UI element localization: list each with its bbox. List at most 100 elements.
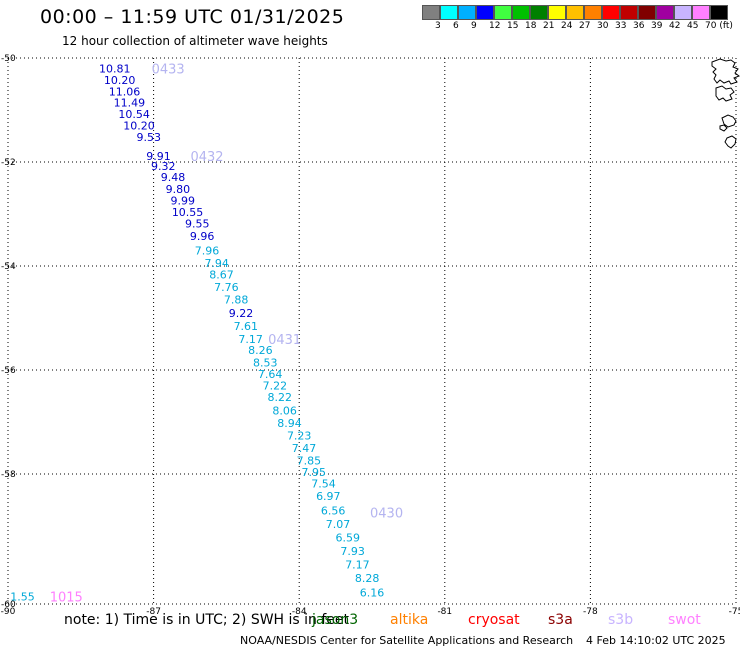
wave-height-point: 7.76 xyxy=(214,281,239,294)
wave-height-point: 7.07 xyxy=(326,518,351,531)
pass-time-label: 0432 xyxy=(190,150,223,165)
wave-height-point: 9.96 xyxy=(190,230,215,243)
coastline-layer xyxy=(711,58,740,149)
wave-height-point: 9.91 xyxy=(146,150,171,163)
color-scale-swatch xyxy=(638,5,656,20)
color-scale-label: 27 xyxy=(579,21,591,31)
wave-height-point: 7.23 xyxy=(287,430,312,443)
x-tick-label: -90 xyxy=(1,607,16,617)
wave-height-point: 8.94 xyxy=(277,417,302,430)
wave-height-point: 6.56 xyxy=(321,504,346,517)
color-scale-swatch xyxy=(620,5,638,20)
color-scale-label: 3 xyxy=(435,21,441,31)
wave-height-point: 10.54 xyxy=(118,108,150,121)
mission-label: s3a xyxy=(548,612,573,628)
wave-height-point: 8.26 xyxy=(248,344,273,357)
wave-height-point: 7.95 xyxy=(302,466,327,479)
wave-height-point: 7.94 xyxy=(204,257,229,270)
wave-height-point: 1.55 xyxy=(10,591,35,604)
x-tick-label: -78 xyxy=(583,607,598,617)
color-scale-swatch xyxy=(692,5,710,20)
color-scale-swatch xyxy=(566,5,584,20)
wave-height-point: 9.53 xyxy=(136,131,161,144)
footer-note: note: 1) Time is in UTC; 2) SWH is in fe… xyxy=(64,612,350,628)
color-scale-swatch xyxy=(512,5,530,20)
color-scale-swatch xyxy=(458,5,476,20)
axis-ticks: -90 -87 -84 -81 -78 -75 -50 -52 -54 -56 -58 -60 xyxy=(1,54,740,617)
wave-height-point: 10.81 xyxy=(99,62,131,75)
coastline-shape xyxy=(711,58,740,149)
mission-label: altika xyxy=(390,612,429,628)
grid-lines xyxy=(7,57,737,605)
color-scale-swatch xyxy=(476,5,494,20)
color-scale-swatch xyxy=(674,5,692,20)
wave-height-point: 9.99 xyxy=(170,194,195,207)
wave-height-point: 9.32 xyxy=(151,160,176,173)
x-tick-label: -87 xyxy=(146,607,161,617)
pass-time-label: 0431 xyxy=(268,333,301,348)
wave-height-point: 6.97 xyxy=(316,490,341,503)
color-scale-label: 21 xyxy=(543,21,555,31)
wave-height-point: 6.16 xyxy=(360,587,385,600)
mission-label: swot xyxy=(668,612,701,628)
y-tick-label: -52 xyxy=(1,158,16,168)
color-scale-label: 45 xyxy=(687,21,699,31)
pass-time-label: 1015 xyxy=(50,591,83,606)
wave-height-point: 7.93 xyxy=(340,545,365,558)
wave-height-point: 8.22 xyxy=(268,391,293,404)
x-tick-label: -84 xyxy=(292,607,307,617)
wave-height-point: 7.17 xyxy=(238,333,263,346)
pass-time-label: 0433 xyxy=(152,62,185,77)
color-scale-swatch xyxy=(440,5,458,20)
wave-height-point: 7.64 xyxy=(258,368,283,381)
color-scale-label: 36 xyxy=(633,21,645,31)
chart-title: 00:00 – 11:59 UTC 01/31/2025 xyxy=(40,6,345,28)
wave-height-point: 10.55 xyxy=(172,206,204,219)
color-scale-swatch xyxy=(656,5,674,20)
x-tick-label: -75 xyxy=(729,607,740,617)
color-scale-label: 9 xyxy=(471,21,477,31)
wave-height-point: 6.59 xyxy=(335,531,360,544)
wave-height-point: 10.20 xyxy=(104,74,136,87)
wave-height-point: 7.22 xyxy=(263,380,288,393)
color-scale-label: 39 xyxy=(651,21,663,31)
mission-label: cryosat xyxy=(468,612,520,628)
wave-height-point: 9.55 xyxy=(185,217,210,230)
data-points: 10.8110.2011.0611.4910.5410.209.539.919.… xyxy=(10,62,384,603)
wave-height-point: 7.54 xyxy=(311,477,336,490)
color-scale-label: 30 xyxy=(597,21,609,31)
wave-height-point: 8.67 xyxy=(209,268,234,281)
y-tick-label: -60 xyxy=(1,600,16,610)
color-scale-label: 12 xyxy=(489,21,501,31)
color-scale-label: 24 xyxy=(561,21,573,31)
color-scale-label: 6 xyxy=(453,21,459,31)
mission-label: jason3 xyxy=(312,612,359,628)
chart-subtitle: 12 hour collection of altimeter wave hei… xyxy=(62,34,328,48)
y-tick-label: -58 xyxy=(1,470,16,480)
wave-height-point: 9.80 xyxy=(166,183,191,196)
wave-height-point: 11.06 xyxy=(109,85,141,98)
color-scale-swatch xyxy=(548,5,566,20)
y-tick-label: -56 xyxy=(1,366,16,376)
wave-height-point: 7.96 xyxy=(195,244,220,257)
wave-height-point: 9.48 xyxy=(161,171,186,184)
wave-height-point: 7.88 xyxy=(224,293,249,306)
wave-height-point: 8.28 xyxy=(355,572,380,585)
y-tick-label: -50 xyxy=(1,54,16,64)
color-scale-legend xyxy=(422,5,728,20)
color-scale-swatch xyxy=(494,5,512,20)
footer-date: 4 Feb 14:10:02 UTC 2025 xyxy=(586,634,726,647)
wave-height-point: 7.17 xyxy=(345,558,370,571)
wave-height-point: 8.53 xyxy=(253,357,278,370)
wave-height-point: 10.20 xyxy=(123,120,155,133)
x-tick-label: -81 xyxy=(437,607,452,617)
color-scale-swatch xyxy=(584,5,602,20)
color-scale-swatch xyxy=(530,5,548,20)
wave-height-point: 8.06 xyxy=(272,405,297,418)
wave-height-point: 11.49 xyxy=(114,97,146,110)
time-labels: 0433 0432 0431 0430 1015 xyxy=(50,62,403,605)
pass-time-label: 0430 xyxy=(370,506,403,521)
wave-height-point: 7.85 xyxy=(297,454,322,467)
